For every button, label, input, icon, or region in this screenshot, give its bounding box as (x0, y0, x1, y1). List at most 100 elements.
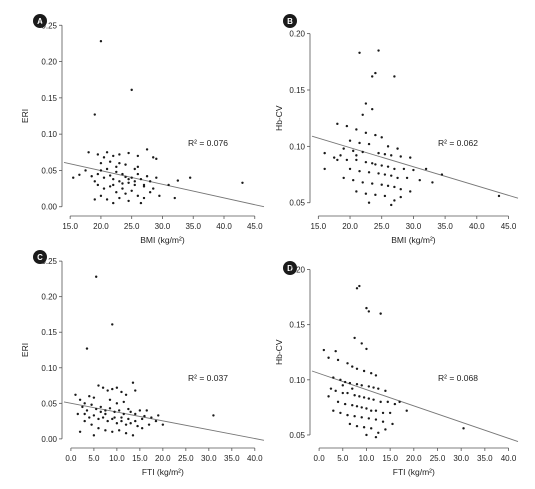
data-point (355, 405, 359, 408)
data-point (355, 424, 359, 428)
data-point (133, 183, 136, 187)
data-point (374, 193, 377, 197)
data-point (409, 190, 412, 193)
data-point (341, 391, 344, 395)
data-point (121, 182, 124, 185)
x-tick-label: 40.0 (247, 454, 263, 463)
data-point (369, 409, 373, 412)
data-point (371, 75, 374, 78)
x-tick-label: 15.0 (311, 222, 327, 231)
data-point (148, 191, 152, 194)
panel-badge-d (283, 261, 297, 275)
data-point (120, 390, 123, 394)
data-point (329, 387, 333, 390)
data-point (346, 413, 349, 417)
data-point (365, 306, 368, 310)
data-point (377, 49, 380, 52)
data-point (390, 203, 393, 207)
y-tick-label: 0.00 (41, 435, 57, 444)
data-point (334, 389, 337, 393)
data-point (377, 387, 380, 390)
data-point (78, 173, 81, 176)
data-point (332, 156, 336, 159)
data-point (352, 149, 355, 153)
x-tick-label: 15.0 (62, 222, 78, 231)
data-point (379, 400, 382, 404)
data-point (96, 172, 100, 176)
y-tick-label: 0.15 (289, 321, 305, 330)
data-point (143, 414, 146, 418)
panel-badge-a (33, 14, 47, 28)
data-point (188, 176, 192, 179)
data-point (124, 393, 128, 396)
data-point (134, 389, 137, 392)
data-point (72, 176, 75, 179)
data-point (418, 178, 421, 182)
data-point (396, 147, 399, 150)
x-tick-label: 20.0 (406, 454, 422, 463)
y-tick-label: 0.10 (289, 376, 305, 385)
x-tick-label: 45.0 (501, 222, 517, 231)
data-point (367, 397, 371, 400)
y-tick-label: 0.15 (41, 328, 57, 337)
x-tick-label: 35.0 (437, 222, 453, 231)
data-point (121, 172, 124, 176)
data-point (399, 188, 402, 191)
panel-label: A (37, 17, 43, 26)
data-point (111, 323, 114, 326)
data-point (108, 174, 112, 177)
y-tick-label: 0.05 (289, 431, 305, 440)
regression-line (311, 370, 519, 443)
data-point (118, 161, 121, 165)
data-point (362, 426, 366, 429)
data-point (241, 181, 244, 184)
data-point (341, 384, 344, 387)
data-point (118, 180, 121, 183)
data-point (115, 386, 119, 389)
x-tick-label: 35.0 (477, 454, 493, 463)
data-point (374, 418, 378, 421)
data-point (136, 154, 140, 158)
data-point (127, 417, 130, 421)
data-point (99, 169, 103, 172)
data-point (108, 160, 112, 163)
data-point (399, 195, 402, 199)
data-point (96, 183, 100, 187)
y-axis-label: Hb-CV (274, 105, 284, 131)
y-tick-label: 0.20 (41, 58, 57, 67)
data-point (358, 169, 361, 173)
data-point (384, 428, 387, 431)
data-point (388, 411, 392, 415)
data-point (88, 395, 91, 398)
data-point (148, 180, 152, 183)
data-point (343, 402, 347, 406)
data-point (108, 407, 112, 410)
data-point (362, 396, 366, 399)
data-point (336, 358, 340, 362)
regression-line (311, 135, 519, 199)
y-tick-label: 0.20 (289, 266, 305, 275)
data-point (139, 201, 143, 205)
data-point (85, 347, 89, 350)
data-point (374, 435, 378, 439)
x-axis-label: BMI (kg/m²) (140, 235, 185, 245)
y-tick-label: 0.15 (41, 94, 57, 103)
data-point (360, 416, 363, 419)
panel-badge-c (33, 250, 47, 264)
x-tick-label: 40.0 (216, 222, 232, 231)
data-point (369, 427, 373, 430)
panel-label: D (287, 264, 293, 273)
data-point (112, 183, 115, 187)
data-point (121, 187, 124, 190)
data-point (346, 391, 349, 395)
data-point (424, 167, 428, 171)
x-tick-label: 10.0 (109, 454, 125, 463)
y-tick-label: 0.00 (41, 203, 57, 212)
data-point (384, 389, 387, 393)
data-point (348, 139, 352, 142)
data-point (336, 158, 339, 162)
data-point (351, 403, 354, 407)
data-point (365, 407, 368, 410)
data-point (88, 416, 91, 419)
data-point (361, 181, 364, 184)
